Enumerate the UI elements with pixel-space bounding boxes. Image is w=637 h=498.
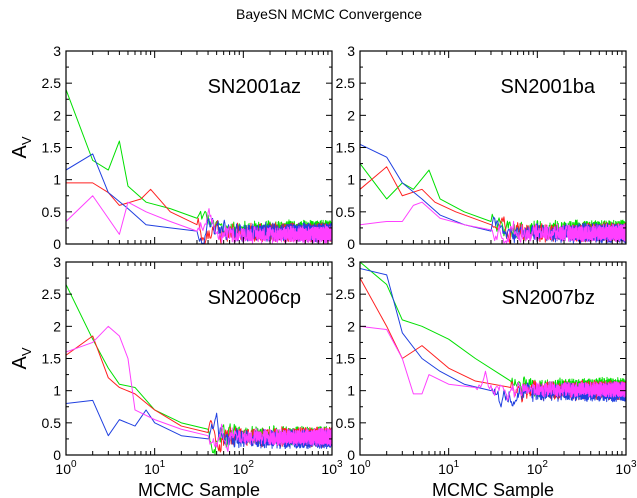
y-tick-label: 2 — [347, 318, 355, 334]
y-tick-label: 1.5 — [336, 140, 356, 156]
series-line-4 — [66, 325, 332, 453]
x-tick-label: 102 — [527, 459, 549, 477]
series-line-4 — [360, 201, 626, 244]
x-tick-label: 103 — [321, 459, 343, 477]
y-tick-label: 1 — [53, 172, 61, 188]
y-tick-label: 0 — [53, 236, 61, 252]
x-axis-label: MCMC Sample — [138, 480, 260, 498]
y-tick-label: 1.5 — [42, 351, 62, 367]
y-tick-label: 1.5 — [42, 140, 62, 156]
y-tick-label: 1 — [53, 383, 61, 399]
x-tick-label: 101 — [438, 459, 460, 477]
y-tick-label: 3 — [53, 254, 61, 270]
y-tick-label: 1 — [347, 172, 355, 188]
y-tick-label: 3 — [53, 43, 61, 59]
y-tick-label: 3 — [347, 43, 355, 59]
x-tick-label: 101 — [144, 459, 166, 477]
panel-SN2001az: 0 0.5 1 1.5 2 2.5 3 AV SN2001az — [9, 43, 333, 252]
y-tick-label: 2.5 — [336, 75, 356, 91]
panel-SN2007bz: 0 0.5 1 1.5 2 2.5 3 100 101 102 103 MCMC Sample SN20… — [336, 254, 637, 498]
panel-label: SN2006cp — [208, 287, 301, 309]
series-line-1 — [66, 284, 332, 455]
y-tick-label: 2 — [347, 107, 355, 123]
series-line-1 — [66, 89, 332, 240]
y-tick-label: 0.5 — [336, 415, 356, 431]
y-tick-label: 0.5 — [42, 415, 62, 431]
y-tick-label: 0 — [347, 236, 355, 252]
series-line-4 — [360, 325, 626, 401]
y-tick-label: 0 — [53, 447, 61, 463]
panel-SN2006cp: 0 0.5 1 1.5 2 2.5 3 100 101 102 103 MCMC Sample AV SN… — [9, 254, 343, 498]
y-tick-label: 2 — [53, 318, 61, 334]
y-axis-label: AV — [9, 136, 34, 158]
panel-label: SN2007bz — [502, 287, 595, 309]
y-tick-label: 1.5 — [336, 351, 356, 367]
series-line-1 — [360, 262, 626, 398]
x-tick-label: 102 — [233, 459, 255, 477]
x-tick-label: 100 — [349, 459, 371, 477]
panel-label: SN2001ba — [500, 76, 595, 98]
x-axis-label: MCMC Sample — [432, 480, 554, 498]
y-tick-label: 2.5 — [336, 286, 356, 302]
y-tick-label: 2 — [53, 107, 61, 123]
y-tick-label: 0.5 — [336, 204, 356, 220]
y-tick-label: 1 — [347, 383, 355, 399]
y-tick-label: 2.5 — [42, 75, 62, 91]
y-tick-label: 0.5 — [42, 204, 62, 220]
series-line-3 — [66, 399, 332, 450]
x-tick-label: 100 — [55, 459, 77, 477]
chart-title: BayeSN MCMC Convergence — [236, 6, 422, 22]
y-tick-label: 2.5 — [42, 286, 62, 302]
y-axis-label: AV — [9, 347, 34, 369]
panel-SN2001ba: 0 0.5 1 1.5 2 2.5 3 SN2001ba — [336, 43, 627, 252]
y-tick-label: 3 — [347, 254, 355, 270]
series-line-4 — [66, 195, 332, 244]
x-tick-label: 103 — [615, 459, 637, 477]
y-tick-label: 0 — [347, 447, 355, 463]
panel-label: SN2001az — [208, 76, 301, 98]
